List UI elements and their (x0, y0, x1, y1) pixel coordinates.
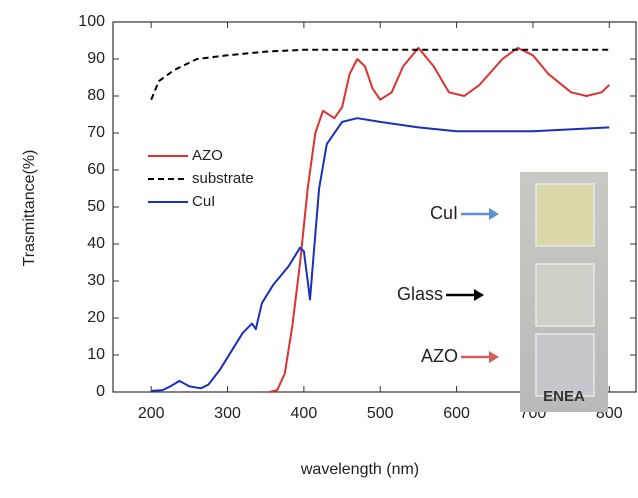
inset-label: CuI (430, 203, 458, 223)
y-tick-label: 0 (96, 383, 105, 400)
data-line (150, 48, 610, 101)
inset-label: Glass (397, 284, 443, 304)
sample-slide (535, 183, 595, 247)
y-tick-label: 80 (87, 87, 105, 104)
inset-logo: ENEA (543, 388, 585, 405)
x-tick-label: 200 (138, 405, 165, 422)
x-tick-label: 500 (367, 405, 394, 422)
inset-arrowhead (489, 351, 499, 363)
inset-label: AZO (421, 346, 458, 366)
y-tick-label: 70 (87, 124, 105, 141)
x-tick-label: 400 (291, 405, 318, 422)
sample-slide (535, 333, 595, 397)
x-tick-label: 300 (214, 405, 241, 422)
sample-slide (535, 263, 595, 327)
y-tick-label: 50 (87, 198, 105, 215)
y-tick-label: 100 (78, 13, 105, 30)
legend-label: AZO (192, 147, 223, 164)
y-tick-label: 60 (87, 161, 105, 178)
y-tick-label: 90 (87, 50, 105, 67)
y-tick-label: 10 (87, 346, 105, 363)
y-tick-label: 30 (87, 272, 105, 289)
y-tick-label: 20 (87, 309, 105, 326)
inset-arrowhead (489, 208, 499, 220)
legend-label: substrate (192, 170, 254, 187)
y-tick-label: 40 (87, 235, 105, 252)
data-line (151, 117, 610, 392)
data-line (269, 46, 610, 393)
inset-arrowhead (474, 289, 484, 301)
x-tick-label: 600 (443, 405, 470, 422)
legend-label: CuI (192, 193, 215, 210)
x-axis-label: wavelength (nm) (300, 461, 419, 478)
y-axis-label: Trasmittance(%) (21, 150, 38, 267)
